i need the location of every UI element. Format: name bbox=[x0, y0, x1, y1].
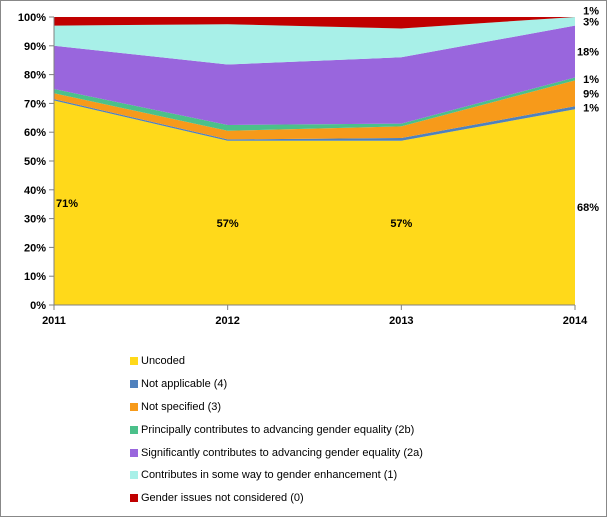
area-series-5 bbox=[54, 17, 575, 65]
legend-label: Not applicable (4) bbox=[141, 378, 228, 391]
legend-swatch bbox=[130, 494, 138, 503]
data-label: 57% bbox=[390, 218, 412, 230]
legend-swatch bbox=[130, 448, 138, 457]
data-label: 3% bbox=[583, 16, 599, 28]
y-tick-label: 0% bbox=[30, 300, 46, 312]
legend-label: Uncoded bbox=[141, 355, 186, 368]
y-tick-label: 50% bbox=[24, 156, 46, 168]
legend-swatch bbox=[130, 357, 138, 366]
x-tick-label: 2013 bbox=[389, 315, 413, 327]
x-tick-label: 2011 bbox=[42, 315, 66, 327]
legend-label: Gender issues not considered (0) bbox=[141, 492, 304, 505]
data-label: 1% bbox=[583, 103, 599, 115]
data-label: 1% bbox=[583, 5, 599, 17]
y-tick-label: 10% bbox=[24, 271, 46, 283]
area-series-3 bbox=[54, 77, 575, 131]
data-label: 9% bbox=[583, 88, 599, 100]
legend-item: Gender issues not considered (0) bbox=[130, 487, 423, 510]
legend-item: Not specified (3) bbox=[130, 396, 423, 419]
x-tick-labels: 2011 2012 2013 2014 bbox=[42, 305, 588, 327]
legend-item: Principally contributes to advancing gen… bbox=[130, 418, 423, 441]
area-series-1 bbox=[54, 99, 575, 141]
legend-item: Uncoded bbox=[130, 350, 423, 373]
data-label: 57% bbox=[217, 218, 239, 230]
legend-label: Not specified (3) bbox=[141, 400, 222, 413]
y-tick-label: 90% bbox=[24, 41, 46, 53]
legend-swatch bbox=[130, 402, 138, 411]
y-tick-label: 70% bbox=[24, 98, 46, 110]
y-tick-label: 60% bbox=[24, 127, 46, 139]
data-label: 18% bbox=[577, 47, 599, 59]
x-tick-label: 2012 bbox=[215, 315, 239, 327]
legend-item: Not applicable (4) bbox=[130, 373, 423, 396]
area-series-0 bbox=[54, 100, 575, 305]
y-tick-label: 40% bbox=[24, 185, 46, 197]
area-series-4 bbox=[54, 25, 575, 126]
legend-swatch bbox=[130, 380, 138, 389]
legend-item: Significantly contributes to advancing g… bbox=[130, 441, 423, 464]
data-label: 1% bbox=[583, 74, 599, 86]
area-series-2 bbox=[54, 80, 575, 140]
y-tick-label: 30% bbox=[24, 214, 46, 226]
data-labels: 71%57% 57%68%1%9%1%18%3%1% bbox=[56, 5, 599, 230]
y-tick-label: 80% bbox=[24, 70, 46, 82]
legend-label: Significantly contributes to advancing g… bbox=[141, 446, 423, 459]
y-tick-label: 100% bbox=[18, 12, 46, 24]
y-tick-labels: 0% 10% 20% 30% 40% 50% 60% 70% 80% 90% 100% bbox=[18, 12, 54, 312]
legend-item: Contributes in some way to gender enhanc… bbox=[130, 464, 423, 487]
y-tick-label: 20% bbox=[24, 242, 46, 254]
data-label: 71% bbox=[56, 198, 78, 210]
legend: Uncoded Not applicable (4) Not specified (… bbox=[130, 350, 423, 510]
data-label: 68% bbox=[577, 202, 599, 214]
x-tick-label: 2014 bbox=[563, 315, 588, 327]
area-series-6 bbox=[54, 17, 575, 29]
legend-label: Contributes in some way to gender enhanc… bbox=[141, 469, 398, 482]
legend-swatch bbox=[130, 425, 138, 434]
legend-label: Principally contributes to advancing gen… bbox=[141, 423, 415, 436]
area-layers bbox=[54, 17, 575, 305]
legend-swatch bbox=[130, 471, 138, 480]
